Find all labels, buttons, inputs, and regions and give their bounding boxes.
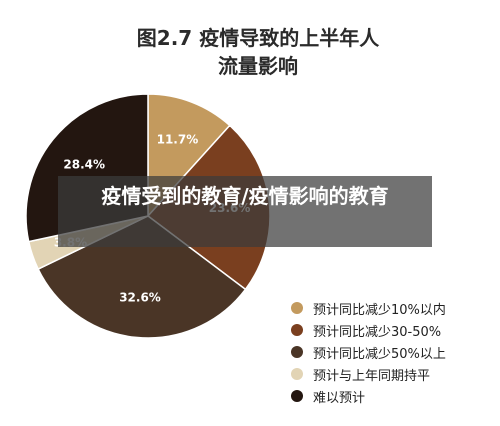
legend-swatch-2 xyxy=(291,324,303,336)
pie-slice-label-5: 28.4% xyxy=(63,157,105,171)
overlay-banner-text: 疫情受到的教育/疫情影响的教育 xyxy=(101,184,389,208)
legend-swatch-3 xyxy=(291,346,303,358)
legend-label-3: 预计同比减少50%以上 xyxy=(313,346,446,362)
legend-swatch-5 xyxy=(291,390,303,402)
chart-title-line-1: 图2.7 疫情导致的上半年人 xyxy=(136,26,380,50)
legend-label-5: 难以预计 xyxy=(313,390,366,406)
pie-slice-label-1: 11.7% xyxy=(157,132,199,146)
chart-legend: 预计同比减少10%以内 预计同比减少30-50% 预计同比减少50%以上 预计与上年同… xyxy=(291,297,446,407)
legend-swatch-1 xyxy=(291,302,303,314)
legend-item-1: 预计同比减少10%以内 xyxy=(291,297,446,319)
legend-item-4: 预计与上年同期持平 xyxy=(291,363,446,385)
pie-slice-label-3: 32.6% xyxy=(119,291,161,305)
legend-item-5: 难以预计 xyxy=(291,385,446,407)
legend-label-2: 预计同比减少30-50% xyxy=(313,324,442,340)
overlay-banner: 疫情受到的教育/疫情影响的教育 xyxy=(58,176,432,247)
chart-title-line-2: 流量影响 xyxy=(218,54,298,78)
legend-item-3: 预计同比减少50%以上 xyxy=(291,341,446,363)
legend-label-4: 预计与上年同期持平 xyxy=(313,368,431,384)
legend-item-2: 预计同比减少30-50% xyxy=(291,319,446,341)
legend-label-1: 预计同比减少10%以内 xyxy=(313,302,446,318)
legend-swatch-4 xyxy=(291,368,303,380)
